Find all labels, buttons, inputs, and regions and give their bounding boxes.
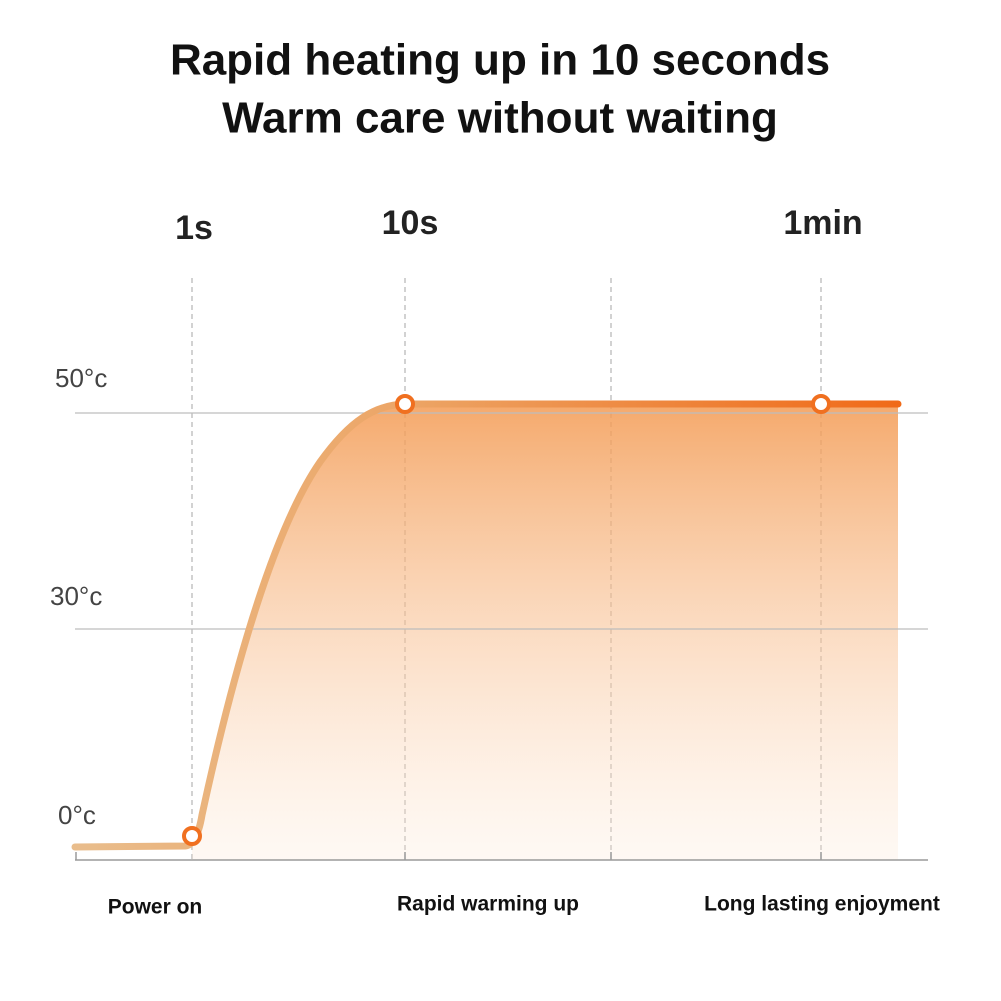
time-label: 10s: [382, 204, 439, 242]
stage-label: Long lasting enjoyment: [704, 893, 940, 916]
time-label: 1min: [783, 204, 862, 242]
stage-label: Rapid warming up: [397, 893, 579, 916]
axis-ticks: [75, 852, 822, 860]
time-label: 1s: [175, 209, 213, 247]
temperature-label: 0°c: [58, 800, 96, 830]
heat-area: [192, 404, 898, 860]
title-line: Rapid heating up in 10 seconds: [170, 36, 830, 85]
curve-marker: [395, 394, 415, 414]
stage-label: Power on: [108, 896, 203, 919]
curve-marker: [811, 394, 831, 414]
temperature-label: 50°c: [55, 363, 107, 393]
temperature-label: 30°c: [50, 581, 102, 611]
curve-markers: [182, 394, 831, 846]
title-line: Warm care without waiting: [222, 94, 778, 143]
curve-marker: [182, 826, 202, 846]
